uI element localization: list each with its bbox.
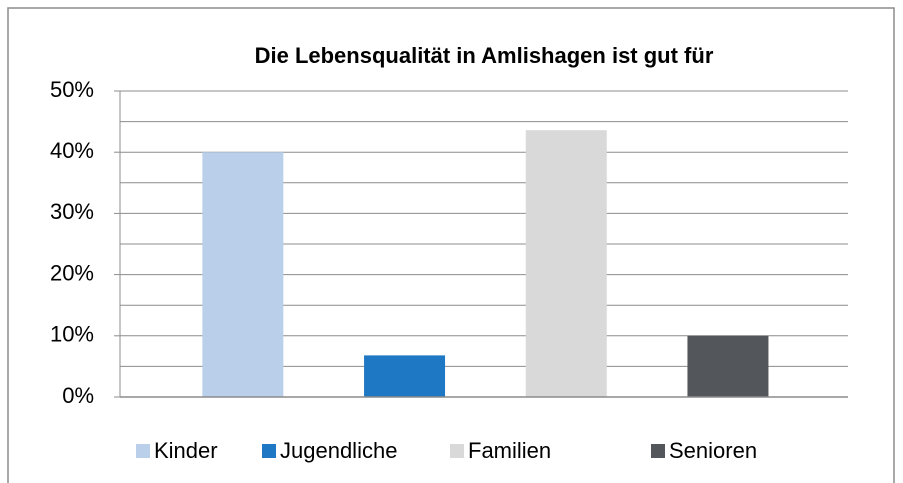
y-tick-label: 20% <box>50 260 94 285</box>
legend-label: Kinder <box>154 438 218 463</box>
legend-swatch <box>136 444 150 458</box>
legend-swatch <box>651 444 665 458</box>
chart-title: Die Lebensqualität in Amlishagen ist gut… <box>255 43 714 68</box>
bar <box>202 152 284 397</box>
y-tick-label: 0% <box>62 383 94 408</box>
bar <box>525 130 607 397</box>
chart-frame <box>7 7 895 483</box>
bar <box>364 355 446 397</box>
y-tick-label: 40% <box>50 138 94 163</box>
legend-swatch <box>450 444 464 458</box>
legend-label: Senioren <box>669 438 757 463</box>
y-tick-label: 10% <box>50 322 94 347</box>
bar <box>687 335 769 397</box>
y-tick-label: 50% <box>50 77 94 102</box>
legend-label: Familien <box>468 438 551 463</box>
legend-label: Jugendliche <box>280 438 397 463</box>
legend-swatch <box>262 444 276 458</box>
y-tick-label: 30% <box>50 199 94 224</box>
